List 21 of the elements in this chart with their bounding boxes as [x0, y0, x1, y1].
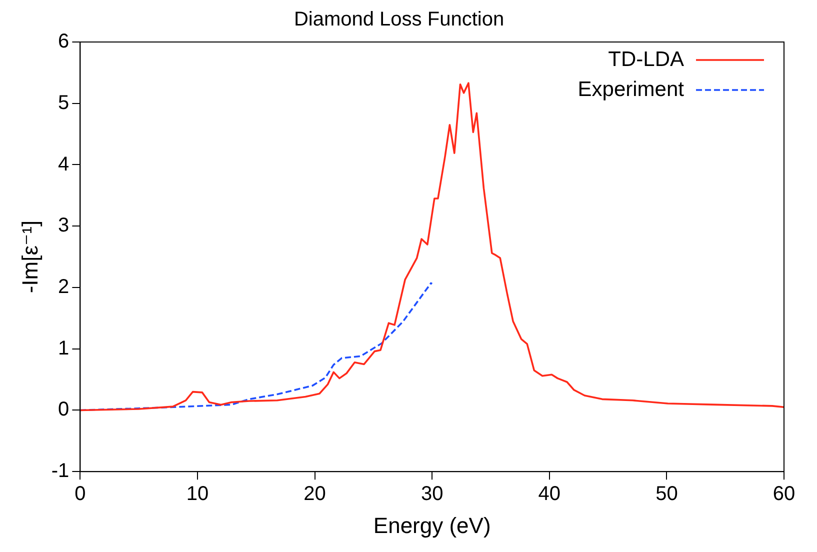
y-tick-label: 6 [58, 30, 70, 53]
x-tick-label: 20 [304, 483, 326, 506]
x-axis-title: Energy (eV) [373, 512, 491, 538]
y-tick-label: 4 [58, 153, 70, 176]
y-tick-label: -1 [51, 460, 70, 482]
line-series [80, 282, 433, 412]
legend-label: TD-LDA [608, 48, 684, 71]
x-tick-label: 0 [74, 483, 86, 506]
y-axis-title: -Im[ε⁻¹] [17, 220, 42, 294]
x-tick-label: 10 [186, 483, 209, 506]
y-tick-label: 1 [58, 337, 70, 360]
y-tick-label: 3 [58, 214, 70, 237]
legend-label: Experiment [578, 78, 684, 101]
x-tick-label: 60 [772, 483, 796, 506]
x-tick-label: 50 [656, 483, 678, 506]
chart-title: Diamond Loss Function [294, 8, 504, 31]
x-tick-label: 30 [420, 483, 444, 506]
y-tick-label: 0 [58, 398, 70, 421]
y-tick-label: 2 [58, 276, 70, 298]
y-tick-label: 5 [58, 92, 70, 114]
x-tick-label: 40 [538, 483, 561, 506]
